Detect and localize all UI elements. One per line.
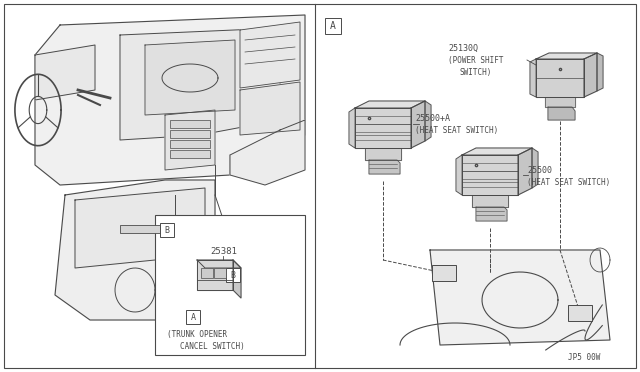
- Bar: [201, 268, 213, 278]
- Text: JP5 00W: JP5 00W: [568, 353, 600, 362]
- Bar: [170, 150, 210, 158]
- Polygon shape: [584, 53, 597, 97]
- Bar: [432, 265, 456, 281]
- Bar: [186, 310, 200, 324]
- Text: CANCEL SWITCH): CANCEL SWITCH): [180, 343, 244, 352]
- Text: 25500: 25500: [527, 166, 552, 174]
- Bar: [155, 215, 305, 355]
- Bar: [160, 223, 174, 237]
- Polygon shape: [75, 188, 205, 268]
- Polygon shape: [597, 53, 603, 91]
- Text: A: A: [191, 312, 195, 321]
- Polygon shape: [532, 148, 538, 188]
- Polygon shape: [197, 260, 233, 290]
- Text: 25500+A: 25500+A: [415, 113, 450, 122]
- Text: (POWER SHIFT: (POWER SHIFT: [448, 55, 504, 64]
- Polygon shape: [233, 260, 241, 298]
- Bar: [120, 225, 170, 233]
- Bar: [214, 268, 226, 278]
- Text: B: B: [230, 270, 236, 279]
- Polygon shape: [530, 59, 536, 97]
- Bar: [226, 268, 240, 282]
- Polygon shape: [35, 45, 95, 100]
- Bar: [170, 130, 210, 138]
- Text: (HEAT SEAT SWITCH): (HEAT SEAT SWITCH): [527, 177, 611, 186]
- Polygon shape: [462, 155, 518, 195]
- Polygon shape: [120, 28, 280, 140]
- Bar: [325, 18, 341, 34]
- Text: (TRUNK OPENER: (TRUNK OPENER: [167, 330, 227, 340]
- Polygon shape: [425, 101, 431, 141]
- Text: B: B: [164, 225, 170, 234]
- Polygon shape: [518, 148, 532, 195]
- Bar: [170, 140, 210, 148]
- Polygon shape: [462, 148, 532, 155]
- Polygon shape: [55, 180, 215, 320]
- Polygon shape: [430, 250, 610, 345]
- Polygon shape: [411, 101, 425, 148]
- Polygon shape: [369, 160, 400, 174]
- Text: (HEAT SEAT SWITCH): (HEAT SEAT SWITCH): [415, 125, 499, 135]
- Polygon shape: [35, 15, 305, 185]
- Polygon shape: [145, 40, 235, 115]
- Text: A: A: [330, 21, 336, 31]
- Bar: [568, 305, 592, 321]
- Polygon shape: [349, 108, 355, 148]
- Polygon shape: [456, 155, 462, 195]
- Polygon shape: [240, 22, 300, 88]
- Text: 25130Q: 25130Q: [448, 44, 478, 52]
- Polygon shape: [548, 107, 575, 120]
- Polygon shape: [355, 101, 425, 108]
- Polygon shape: [355, 108, 411, 148]
- Polygon shape: [536, 59, 584, 97]
- Polygon shape: [476, 207, 507, 221]
- Polygon shape: [197, 260, 241, 268]
- Bar: [170, 120, 210, 128]
- Polygon shape: [536, 53, 597, 59]
- Text: SWITCH): SWITCH): [460, 67, 492, 77]
- Polygon shape: [545, 97, 575, 107]
- Polygon shape: [472, 195, 508, 207]
- Polygon shape: [365, 148, 401, 160]
- Text: 25381: 25381: [210, 247, 237, 257]
- Polygon shape: [240, 82, 300, 135]
- Polygon shape: [165, 110, 215, 170]
- Polygon shape: [230, 120, 305, 185]
